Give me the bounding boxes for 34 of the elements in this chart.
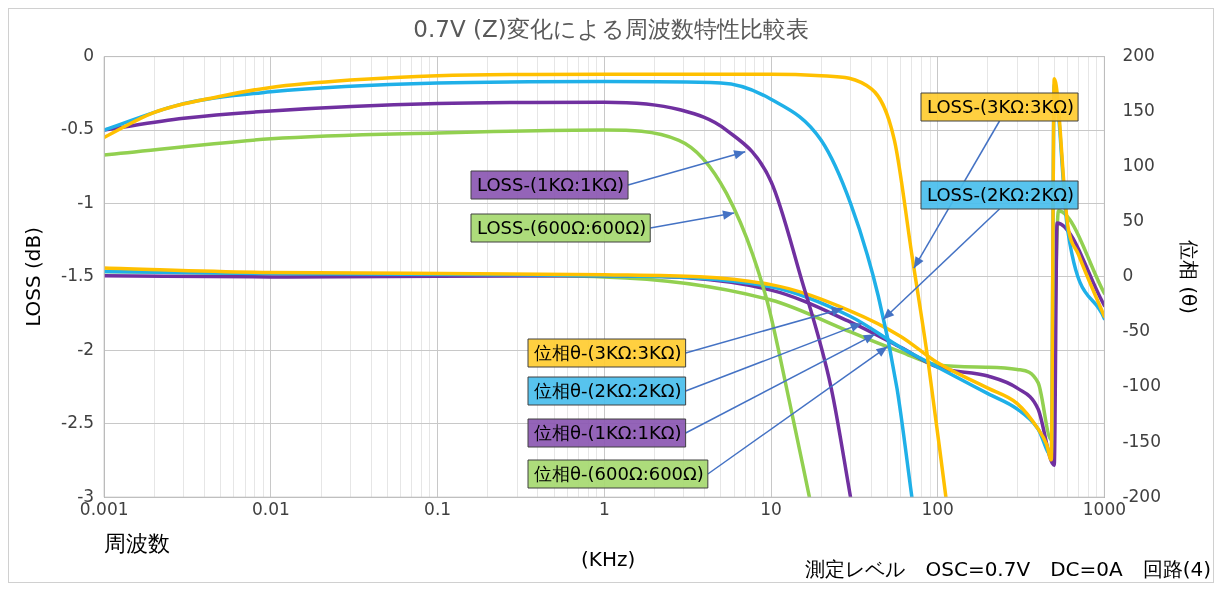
y2-tick-label: 150: [1122, 100, 1155, 121]
x-tick-label: 1: [598, 498, 610, 519]
chart-title: 0.7V (Z)変化による周波数特性比較表: [413, 15, 809, 42]
text: 位相θ-(1KΩ:1KΩ): [534, 421, 682, 443]
y-tick-label: -1: [77, 191, 95, 212]
text: LOSS-(3KΩ:3KΩ): [927, 95, 1075, 117]
y2-axis-title: 位相 (θ): [1176, 239, 1201, 314]
text: 位相θ-(2KΩ:2KΩ): [534, 379, 682, 401]
text: (KHz): [581, 547, 636, 571]
y-tick-label: -0.5: [61, 118, 95, 139]
text: LOSS-(1KΩ:1KΩ): [477, 173, 625, 195]
y-tick-label: -2: [77, 338, 95, 359]
text: 位相θ-(3KΩ:3KΩ): [534, 341, 682, 363]
y2-tick-label: 200: [1122, 45, 1155, 66]
y-tick-label: -1.5: [61, 265, 95, 286]
x-tick-label: 1000: [1082, 498, 1127, 519]
y2-tick-label: 50: [1122, 210, 1145, 231]
y2-tick-label: -50: [1122, 320, 1151, 341]
x-axis-title: 周波数: [104, 530, 171, 556]
x-tick-label: 0.1: [424, 498, 452, 519]
x-tick-label: 10: [760, 498, 782, 519]
x-tick-label: 0.01: [251, 498, 290, 519]
text: LOSS-(2KΩ:2KΩ): [927, 183, 1075, 205]
y-tick-label: -2.5: [61, 412, 95, 433]
text: 測定レベル OSC=0.7V DC=0A 回路(4): [805, 557, 1211, 581]
y-axis-title: LOSS (dB): [21, 226, 46, 327]
y2-tick-label: -100: [1122, 375, 1162, 396]
y2-tick-label: -150: [1122, 430, 1162, 451]
y2-tick-label: 100: [1122, 155, 1155, 176]
y-tick-label: 0: [83, 45, 95, 66]
text: 位相θ-(600Ω:600Ω): [534, 462, 704, 484]
text: LOSS-(600Ω:600Ω): [477, 216, 647, 238]
x-tick-label: 100: [921, 498, 954, 519]
y2-tick-label: 0: [1122, 265, 1134, 286]
